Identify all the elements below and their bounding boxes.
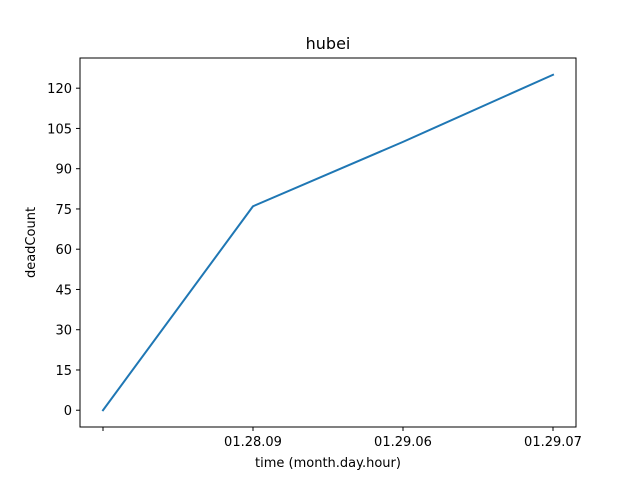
y-tick-label: 75 (55, 203, 72, 218)
y-tick-label: 105 (47, 122, 72, 137)
y-tick-label: 45 (55, 283, 72, 298)
y-tick-label: 0 (64, 404, 72, 419)
y-axis-ticks: 0 15 30 45 60 75 90 105 120 (47, 82, 80, 419)
x-tick-label: 01.29.07 (524, 435, 582, 450)
x-tick-label: 01.28.09 (224, 435, 282, 450)
x-axis-ticks: 01.28.09 01.29.06 01.29.07 (102, 427, 582, 450)
chart-title: hubei (306, 34, 351, 53)
x-tick-label: 01.29.06 (374, 435, 432, 450)
y-tick-label: 60 (55, 243, 72, 258)
plot-area-background (80, 58, 576, 427)
y-axis-label: deadCount (24, 207, 39, 278)
series-layer (101, 73, 555, 412)
plot-area-frame (79, 57, 577, 428)
x-axis-label: time (month.day.hour) (255, 456, 401, 471)
y-tick-label: 120 (47, 82, 72, 97)
y-tick-label: 30 (55, 324, 72, 339)
y-tick-label: 15 (55, 364, 72, 379)
series-line (101, 73, 555, 412)
y-tick-label: 90 (55, 163, 72, 178)
